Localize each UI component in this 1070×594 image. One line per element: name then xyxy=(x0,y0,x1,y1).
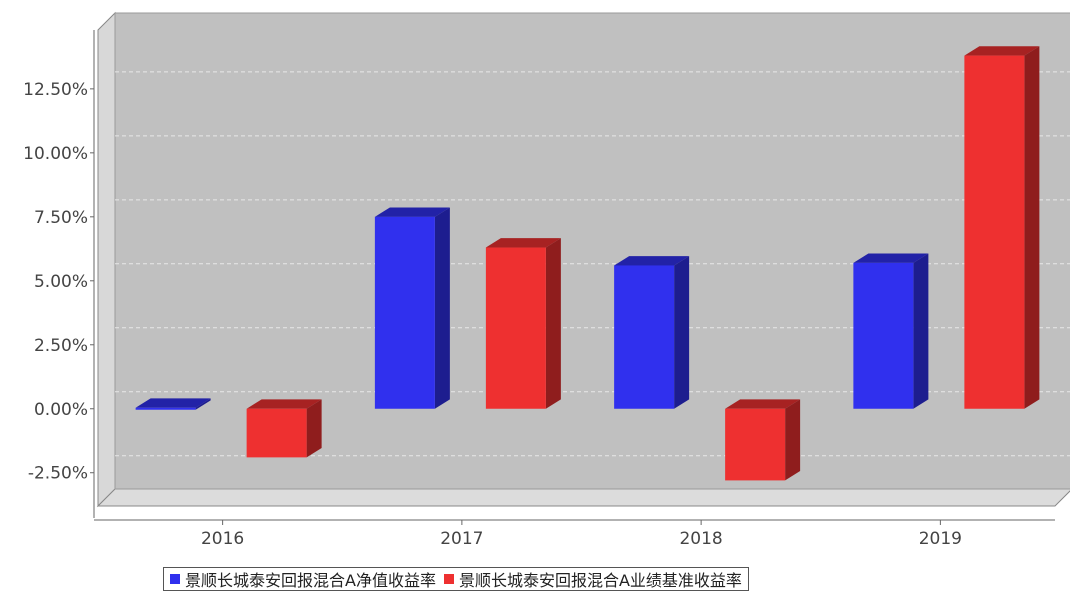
bar-top-face xyxy=(964,46,1040,56)
bar-front-face xyxy=(485,247,546,409)
bar-side-face xyxy=(674,256,690,409)
bar-benchmark-return-2016 xyxy=(246,399,322,458)
gridlines xyxy=(115,71,1070,457)
bar-front-face xyxy=(614,265,675,409)
bar-nav-return-2017 xyxy=(374,207,450,409)
bar-top-face xyxy=(725,399,801,409)
x-tick-label: 2019 xyxy=(919,529,962,549)
bar-side-face xyxy=(1024,46,1040,409)
bar-front-face xyxy=(135,407,196,410)
bar-side-face xyxy=(913,253,929,409)
bar-side-face xyxy=(195,398,211,410)
plot-back-border xyxy=(114,12,1070,490)
bar-side-face xyxy=(545,238,561,409)
y-tick-label: 2.50% xyxy=(34,336,88,356)
bar-side-face xyxy=(434,207,450,409)
legend-swatch-red xyxy=(443,574,454,584)
legend-label-benchmark-return: 景顺长城泰安回报混合A业绩基准收益率 xyxy=(458,571,742,590)
bar-front-face xyxy=(853,262,914,409)
plot-left-wall xyxy=(97,11,116,508)
bar-top-face xyxy=(246,399,322,409)
bar-nav-return-2016 xyxy=(135,398,211,410)
bar-top-face xyxy=(614,256,690,266)
bar-side-face xyxy=(785,399,801,481)
bar-front-face xyxy=(246,408,307,458)
legend-label-nav-return: 景顺长城泰安回报混合A净值收益率 xyxy=(185,571,436,590)
bar-front-face xyxy=(374,216,435,409)
x-tick-label: 2018 xyxy=(679,529,722,549)
y-tick-label: 10.00% xyxy=(23,144,88,164)
y-axis: -2.50% 0.00% 2.50% 5.00% 7.50% 10.00% 12.50% xyxy=(23,30,95,518)
y-tick-label: 0.00% xyxy=(34,400,88,420)
bar-benchmark-return-2017 xyxy=(485,238,561,409)
y-tick-label: 5.00% xyxy=(34,272,88,292)
bar-nav-return-2018 xyxy=(614,256,690,409)
bar-front-face xyxy=(725,408,786,481)
bar-front-face xyxy=(964,55,1025,409)
bar-top-face xyxy=(485,238,561,248)
legend-swatch-blue xyxy=(170,574,180,584)
bar-top-face xyxy=(853,253,929,263)
bar-side-face xyxy=(306,399,322,458)
bar-benchmark-return-2018 xyxy=(725,399,801,481)
y-tick-label: -2.50% xyxy=(28,464,88,484)
x-tick-label: 2016 xyxy=(201,529,244,549)
legend: 景顺长城泰安回报混合A净值收益率 景顺长城泰安回报混合A业绩基准收益率 xyxy=(163,567,749,591)
legend-item-benchmark-return: 景顺长城泰安回报混合A业绩基准收益率 xyxy=(443,567,742,591)
bar-nav-return-2019 xyxy=(853,253,929,409)
bars xyxy=(135,46,1040,481)
legend-item-nav-return: 景顺长城泰安回报混合A净值收益率 xyxy=(170,567,436,591)
y-tick-label: 7.50% xyxy=(34,208,88,228)
bar-top-face xyxy=(374,207,450,217)
x-axis: 2016 2017 2018 2019 xyxy=(94,519,1055,549)
bar-benchmark-return-2019 xyxy=(964,46,1040,409)
plot-floor xyxy=(96,488,1070,507)
y-tick-label: 12.50% xyxy=(23,80,88,100)
bar-top-face xyxy=(135,398,211,408)
x-tick-label: 2017 xyxy=(440,529,483,549)
